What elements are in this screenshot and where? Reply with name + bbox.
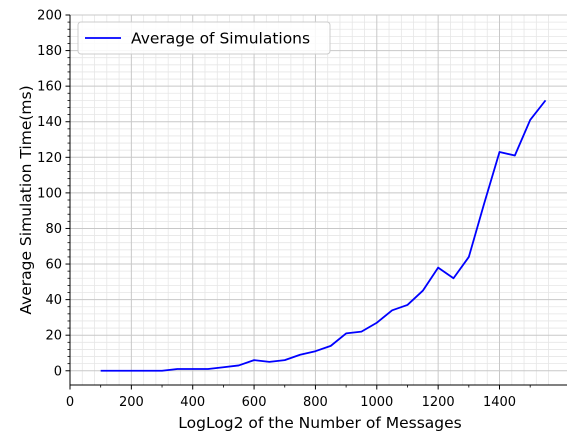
x-tick-label: 1000 [360,395,393,410]
y-tick-label: 120 [37,151,62,166]
y-tick-label: 80 [45,222,62,237]
x-tick-label: 200 [119,395,144,410]
legend: Average of Simulations [78,22,330,54]
y-axis-label: Average Simulation Time(ms) [17,85,35,314]
y-tick-label: 100 [37,186,62,201]
y-tick-label: 60 [45,258,62,273]
x-tick-label: 600 [242,395,267,410]
y-tick-label: 40 [45,293,62,308]
x-tick-label: 1400 [483,395,516,410]
x-axis-label: LogLog2 of the Number of Messages [178,414,461,432]
y-tick-label: 180 [37,44,62,59]
legend-label: Average of Simulations [131,30,310,48]
x-axis-ticks: 0 200 400 600 800 1000 1200 1400 [66,385,530,410]
y-tick-label: 200 [37,9,62,24]
y-tick-label: 20 [45,329,62,344]
y-axis-ticks: 0 20 40 60 80 100 120 140 160 180 200 [37,9,70,380]
y-tick-label: 0 [54,364,62,379]
x-tick-label: 800 [303,395,328,410]
x-tick-label: 400 [180,395,205,410]
x-tick-label: 0 [66,395,74,410]
y-tick-label: 140 [37,115,62,130]
y-tick-label: 160 [37,80,62,95]
minor-grid [70,15,567,385]
x-tick-label: 1200 [422,395,455,410]
